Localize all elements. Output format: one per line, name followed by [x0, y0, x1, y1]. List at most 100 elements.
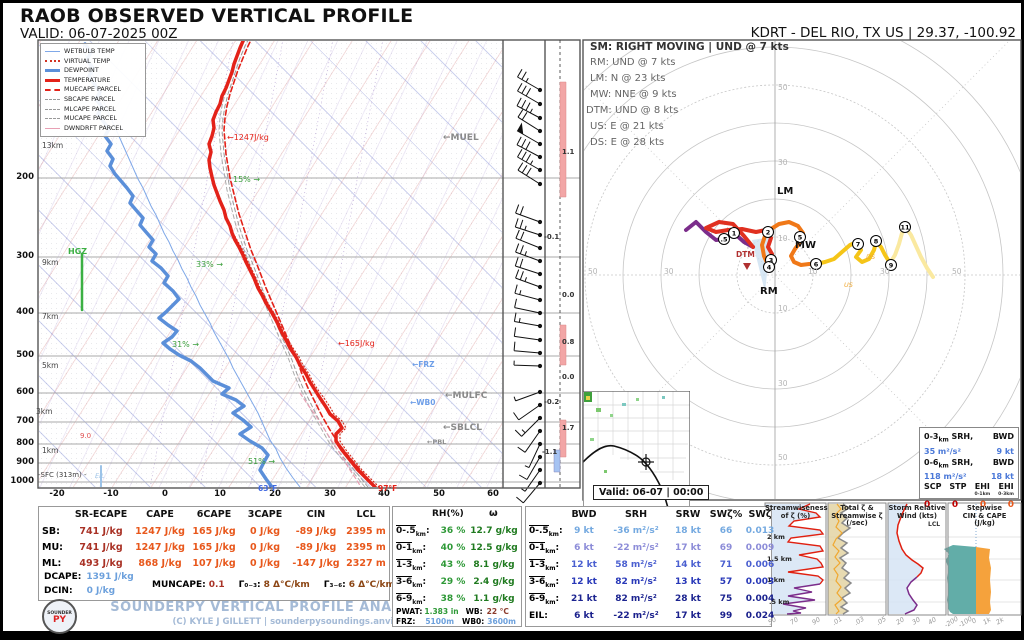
- pressure-tick: 200: [16, 172, 34, 182]
- station-crosshair: [638, 454, 654, 470]
- thermo-table: [38, 506, 390, 601]
- vector-line-us: US: E @ 21 kts: [590, 121, 664, 132]
- rh-header: RH(%): [432, 509, 464, 519]
- svg-text:11: 11: [900, 224, 910, 232]
- legend-label: MLCAPE PARCEL: [64, 104, 116, 113]
- svg-text:3: 3: [769, 257, 774, 265]
- muel-label: ←MUEL: [443, 133, 479, 143]
- kinematics-row-eil: EIL 6 kt -22 m²/s² 17 kt 99 0.024: [529, 611, 777, 621]
- plot-frames: [37, 39, 1022, 501]
- hodo-height-marker-labels: .5 1 2 3 4 5 6 7 8 9 11: [721, 224, 910, 272]
- streamwise-zeta-line: [832, 503, 843, 615]
- dwndrft-parcel-trace: [299, 392, 362, 487]
- srh06-label: 0-6km SRH,: [924, 457, 974, 470]
- legend-label: VIRTUAL TEMP: [64, 56, 111, 65]
- scp-header: SCP: [924, 482, 942, 492]
- omega-value: 1.1: [562, 148, 575, 156]
- pressure-tick: 800: [16, 438, 34, 448]
- panel-a-height: .5 km: [769, 598, 790, 606]
- vector-line-ds: DS: E @ 28 kts: [590, 137, 665, 148]
- height-label: 13km: [42, 141, 64, 150]
- omega-value: -1.1: [542, 448, 558, 456]
- eil-label: EIL: [95, 472, 105, 480]
- mixing-ratio-lines: [149, 41, 384, 487]
- frz-label: ←FRZ: [412, 360, 435, 369]
- rh-annotation: 15% →: [233, 175, 261, 184]
- zeta-fill: [828, 504, 851, 614]
- ring-label: 30: [664, 267, 674, 276]
- pressure-tick: 700: [16, 416, 34, 426]
- mean-wind-label: MW: [795, 240, 816, 251]
- height-label: 5km: [42, 361, 59, 370]
- mini-panels: [764, 502, 1022, 616]
- virtual-temp-trace: [209, 41, 380, 487]
- temperature-trace: [207, 41, 377, 487]
- dcape-row: DCAPE: 1391 J/kg: [44, 572, 134, 582]
- temp-tick: -20: [49, 489, 65, 499]
- frame-right: [1021, 0, 1024, 640]
- legend-label: DWNDRFT PARCEL: [64, 123, 123, 132]
- cape-annotation-mid: ←165J/kg: [338, 339, 375, 348]
- moisture-row: 0-1km40 %12.5 g/kg: [396, 542, 518, 555]
- ring-label: 30: [778, 158, 788, 167]
- pressure-tick: 600: [16, 387, 34, 397]
- height-label: 3km: [36, 407, 53, 416]
- hodo-segment-9-12km: [888, 226, 935, 279]
- streamwiseness-line-lower: [782, 583, 821, 615]
- frz-row: FRZ: 5100m WB0: 3600m: [396, 617, 516, 626]
- pressure-tick: 300: [16, 251, 34, 261]
- moisture-row: 6-9km38 %1.1 g/kg: [396, 593, 518, 606]
- ehi01-header: EHI 0-1km: [974, 482, 991, 498]
- srh03-value: 35 m²/s²: [924, 446, 961, 456]
- svg-text:8: 8: [874, 238, 879, 246]
- ring-label: 30: [778, 379, 788, 388]
- map-border-river: [583, 444, 669, 508]
- temp-tick: 0: [162, 489, 168, 499]
- ring-label: 30: [880, 267, 890, 276]
- moisture-row: 1-3km43 %8.1 g/kg: [396, 559, 518, 572]
- kinematics-row: 6-9km 21 kt 82 m²/s² 28 kt 75 0.004: [529, 593, 777, 606]
- legend-label: TEMPERATURE: [64, 75, 111, 84]
- srw-line-upper: [896, 503, 924, 578]
- srh-bwd-stats-box: 0-3km SRH, BWD 35 m²/s² 9 kt 0-6km SRH, BWD…: [919, 427, 1019, 510]
- sounderpy-logo: SOUNDER PY: [42, 599, 77, 634]
- panel-a-height: 2 km: [767, 533, 785, 541]
- kinematics-table: [525, 506, 772, 627]
- dtm-label: DTM: [736, 250, 755, 259]
- omega-value: 0.0: [562, 291, 575, 299]
- ring-label: 50: [588, 267, 598, 276]
- brand-credit: (C) KYLE J GILLETT | sounderpysoundings.…: [172, 617, 418, 627]
- panel-a-title: Streamwiseness of ζ (%): [765, 504, 828, 520]
- sbcape-parcel-trace: [221, 41, 369, 487]
- storm-motion-header: SM: RIGHT MOVING | UND @ 7 kts: [590, 41, 789, 53]
- muecape-parcel-trace: [223, 41, 376, 487]
- rh-annotation: 33% →: [196, 260, 224, 269]
- height-label: 1km: [42, 446, 59, 455]
- svg-text:6: 6: [814, 261, 819, 269]
- wb0-label: ←WB0: [410, 398, 436, 407]
- vector-line-rm: RM: UND @ 7 kts: [590, 57, 676, 68]
- brand-title: SOUNDERPY VERTICAL PROFILE ANALYSIS TOOL: [110, 600, 480, 615]
- mlcape-legend-line: [45, 108, 60, 110]
- pressure-tick: 400: [16, 307, 34, 317]
- pbl-label: ←PBL: [427, 438, 447, 446]
- hgz-label: HGZ: [68, 247, 88, 256]
- temp-tick: 30: [324, 489, 336, 499]
- temp-tick: 60: [487, 489, 499, 499]
- left-mover-label: LM: [777, 186, 794, 197]
- surface-temp-f: 97°F: [378, 484, 398, 493]
- ring-label: 50: [778, 83, 788, 92]
- bwd06-value: 18 kt: [990, 472, 1014, 482]
- omega-value: 0.8: [562, 338, 575, 346]
- kinematics-row: 0-1km 6 kt -22 m²/s² 17 kt 69 0.009: [529, 542, 777, 555]
- upshear-label: US: [844, 281, 853, 289]
- dwndrft-legend-line: [45, 128, 60, 130]
- surface-label: -SFC (313m) -: [38, 471, 87, 479]
- station-title: KDRT - DEL RIO, TX US | 29.37, -100.92: [750, 25, 1016, 41]
- temp-tick: 40: [378, 489, 390, 499]
- thermo-row-mu: MU: 741 J/kg 1247 J/kg 165 J/kg 0 J/kg -…: [42, 542, 386, 553]
- wind-barbs: [513, 68, 543, 504]
- srw-line-lower: [904, 576, 918, 615]
- panel-b-title: Total ζ & Streamwise ζ (/sec): [831, 504, 883, 528]
- ehi03-value: 0: [1007, 500, 1014, 511]
